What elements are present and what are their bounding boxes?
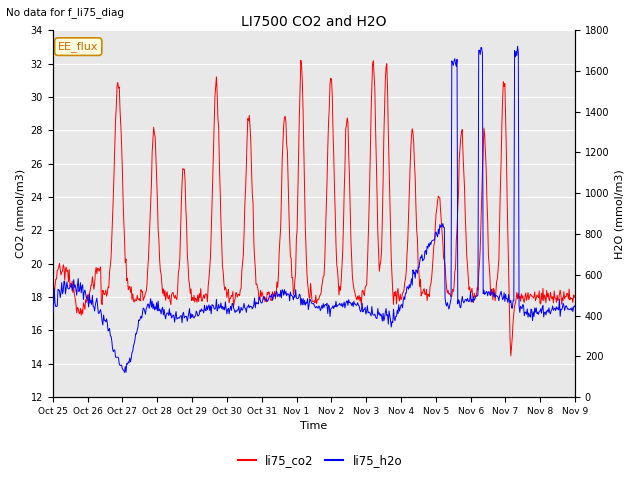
Text: EE_flux: EE_flux bbox=[58, 41, 99, 52]
Y-axis label: CO2 (mmol/m3): CO2 (mmol/m3) bbox=[15, 169, 25, 258]
Text: No data for f_li75_diag: No data for f_li75_diag bbox=[6, 7, 124, 18]
Legend: li75_co2, li75_h2o: li75_co2, li75_h2o bbox=[233, 449, 407, 472]
Y-axis label: H2O (mmol/m3): H2O (mmol/m3) bbox=[615, 169, 625, 259]
Title: LI7500 CO2 and H2O: LI7500 CO2 and H2O bbox=[241, 15, 387, 29]
X-axis label: Time: Time bbox=[300, 421, 328, 432]
